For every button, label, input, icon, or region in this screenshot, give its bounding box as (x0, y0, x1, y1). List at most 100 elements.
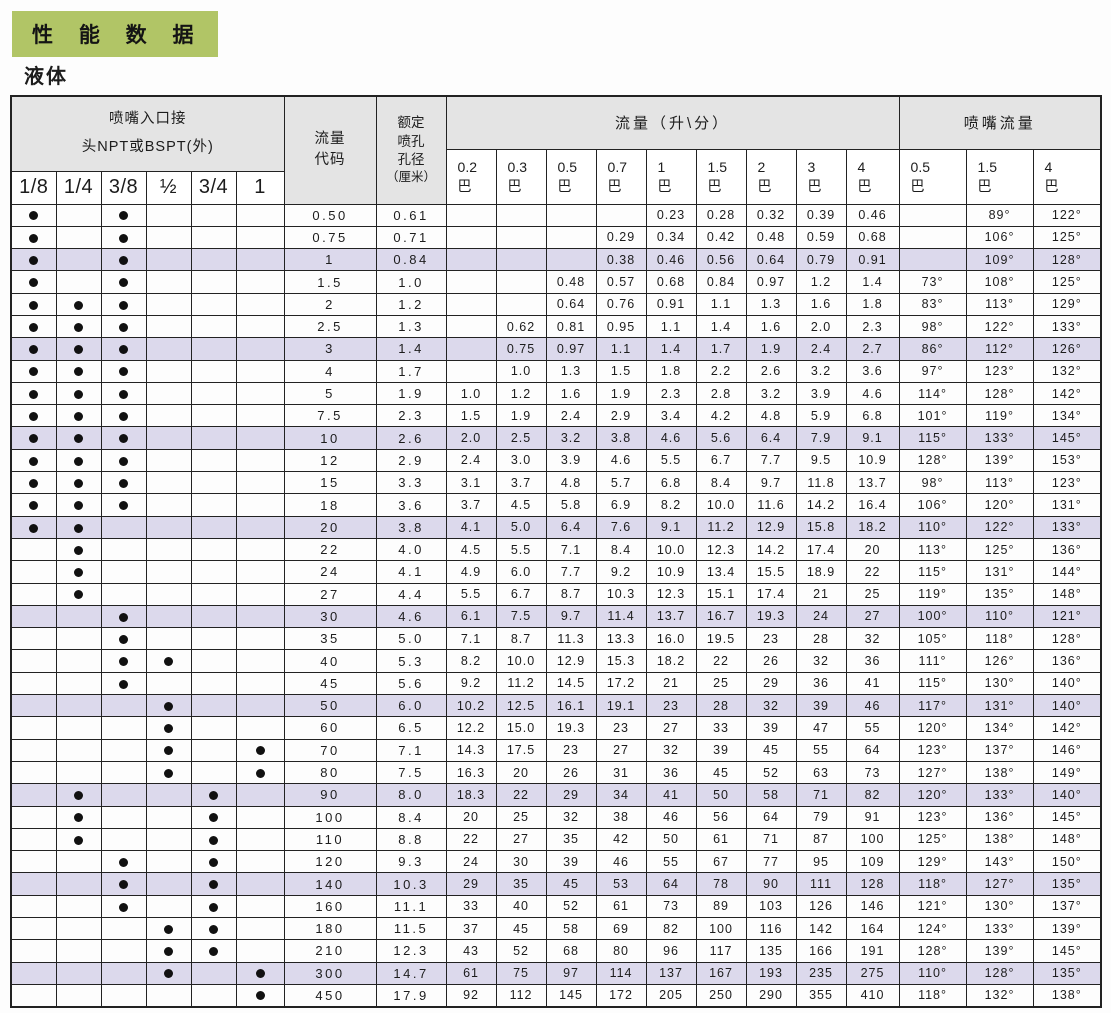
thread-dot-cell (145, 760, 192, 785)
flow-value-cell: 2.9 (595, 404, 647, 428)
pressure-value: 4 (857, 159, 866, 176)
flow-value-cell: 4.6 (595, 448, 647, 473)
thread-dot-cell (55, 248, 102, 272)
flow-value-cell: 9.7 (545, 604, 597, 629)
thread-dot-cell (190, 872, 237, 896)
thread-dot-cell (10, 961, 57, 985)
thread-dot-cell (100, 359, 147, 383)
flow-value-cell (595, 203, 647, 227)
thread-dot-cell (145, 738, 192, 762)
thread-dot-cell (190, 738, 237, 762)
angle-value-cell: 108° (965, 270, 1034, 294)
thread-dot-cell (190, 560, 237, 584)
angle-value-cell: 121° (898, 894, 967, 919)
thread-dot-cell (235, 627, 285, 651)
angle-value-cell: 83° (898, 292, 967, 316)
thread-availability-dot (29, 523, 39, 533)
orifice-diameter-cell: 10.3 (375, 872, 447, 896)
flow-value-cell: 3.7 (495, 471, 547, 495)
flow-value-cell: 80 (595, 939, 647, 963)
angle-value-cell: 125° (898, 827, 967, 852)
flow-value-cell: 355 (795, 983, 847, 1008)
flow-value-cell: 0.48 (745, 225, 797, 250)
thread-dot-cell (235, 426, 285, 450)
flow-value-cell: 6.4 (545, 515, 597, 539)
flow-value-cell: 35 (495, 872, 547, 896)
inlet-header-line2: 头NPT或BSPT(外) (81, 138, 214, 155)
thread-availability-dot (29, 478, 39, 488)
table-row: 15 3.3 3.1 3.7 4.8 5.7 6.8 8.4 9.7 11.8 13.7 98° 113… (10, 471, 1102, 495)
thread-dot-cell (190, 203, 237, 227)
flow-value-cell: 4.5 (495, 493, 547, 517)
flow-value-cell: 55 (645, 850, 697, 874)
flow-value-cell: 8.2 (645, 493, 697, 517)
flow-value-cell: 95 (795, 850, 847, 874)
angle-value-cell: 123° (1032, 471, 1102, 495)
pressure-unit: 巴 (507, 177, 522, 194)
flow-value-cell: 46 (645, 805, 697, 829)
flow-value-cell: 68 (545, 939, 597, 963)
flow-value-cell: 43 (445, 939, 497, 963)
thread-dot-cell (145, 916, 192, 941)
thread-availability-dot (74, 835, 83, 845)
flow-value-cell: 1.2 (495, 381, 547, 406)
thread-dot-cell (190, 694, 237, 718)
flow-value-cell: 2.0 (795, 314, 847, 339)
flow-value-cell: 55 (845, 716, 900, 740)
thread-dot-cell (100, 448, 147, 473)
flow-code-cell: 110 (283, 827, 377, 852)
flow-code-cell: 12 (283, 448, 377, 473)
flow-value-cell: 46 (595, 850, 647, 874)
angle-value-cell: 89° (965, 203, 1034, 227)
flow-value-cell: 5.9 (795, 404, 847, 428)
angle-value-cell: 148° (1032, 582, 1102, 606)
thread-dot-cell (145, 404, 192, 428)
thread-dot-cell (235, 537, 285, 562)
flow-value-cell: 3.9 (545, 448, 597, 473)
thread-availability-dot (74, 813, 83, 823)
flow-value-cell: 12.5 (495, 694, 547, 718)
angle-value-cell: 110° (898, 515, 967, 539)
thread-dot-cell (10, 292, 57, 316)
flow-value-cell: 137 (645, 961, 697, 985)
orifice-diameter-cell: 1.9 (375, 381, 447, 406)
inlet-header-line1: 喷嘴入口接 (109, 111, 187, 128)
flow-value-cell: 38 (595, 805, 647, 829)
thread-dot-cell (145, 649, 192, 673)
thread-dot-cell (145, 671, 192, 696)
flow-code-cell: 60 (283, 716, 377, 740)
thread-dot-cell (100, 404, 147, 428)
flow-value-cell: 1.5 (445, 404, 497, 428)
thread-dot-cell (100, 805, 147, 829)
flow-value-cell: 5.5 (645, 448, 697, 473)
thread-dot-cell (235, 604, 285, 629)
flow-value-cell: 27 (495, 827, 547, 852)
thread-availability-dot (209, 791, 218, 801)
flow-value-cell: 12.9 (545, 649, 597, 673)
flow-value-cell: 3.1 (445, 471, 497, 495)
orifice-diameter-cell: 4.0 (375, 537, 447, 562)
thread-availability-dot (255, 991, 265, 1001)
flow-value-cell: 191 (845, 939, 900, 963)
flow-value-cell: 4.8 (745, 404, 797, 428)
pressure-unit: 巴 (557, 177, 572, 194)
flow-value-cell: 193 (745, 961, 797, 985)
thread-dot-cell (10, 850, 57, 874)
thread-dot-cell (145, 515, 192, 539)
thread-dot-cell (10, 270, 57, 294)
thread-dot-cell (145, 604, 192, 629)
table-row: 80 7.5 16.3 20 26 31 36 45 52 63 73 127° 138° 149° (10, 760, 1102, 785)
flow-value-cell: 56 (695, 805, 747, 829)
pressure-value: 1.5 (977, 159, 998, 176)
flow-value-cell (545, 225, 597, 250)
thread-availability-dot (119, 412, 128, 422)
angle-value-cell (898, 203, 967, 227)
flow-value-cell: 24 (445, 850, 497, 874)
angle-value-cell: 106° (898, 493, 967, 517)
angle-value-cell: 120° (965, 493, 1034, 517)
thread-dot-cell (235, 515, 285, 539)
thread-availability-dot (74, 345, 83, 355)
flow-value-cell: 0.68 (845, 225, 900, 250)
flow-value-cell: 16.3 (445, 760, 497, 785)
flow-code-header-line1: 流量 (314, 131, 346, 148)
